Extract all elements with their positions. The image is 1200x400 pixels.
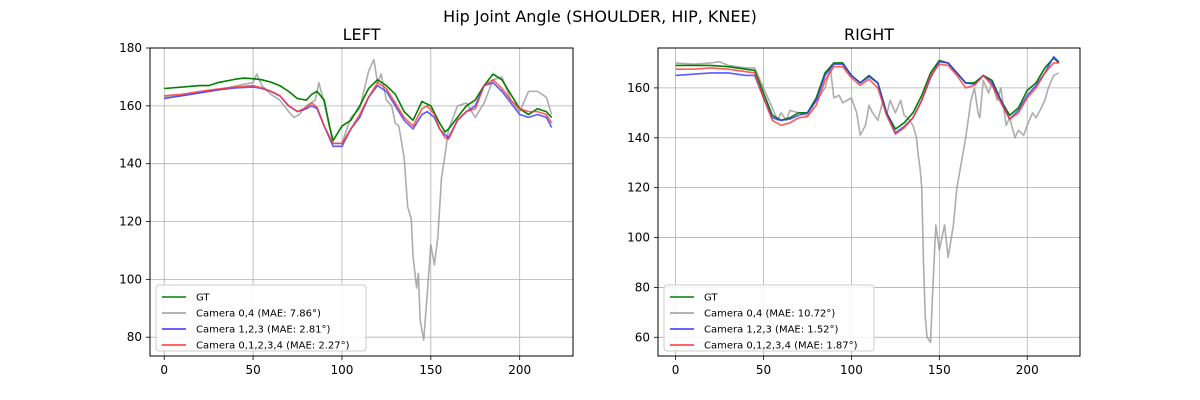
right-y-tick-label: 60 bbox=[635, 330, 650, 344]
right-y-tick-label: 160 bbox=[627, 81, 650, 95]
left-y-tick-label: 140 bbox=[119, 157, 142, 171]
right-series-line-1 bbox=[675, 60, 1060, 344]
right-legend-label-0: GT bbox=[704, 293, 718, 304]
right-x-tick-label: 50 bbox=[756, 363, 771, 377]
right-x-tick-label: 200 bbox=[1016, 363, 1039, 377]
left-x-tick-label: 200 bbox=[508, 363, 531, 377]
left-legend bbox=[155, 284, 367, 352]
left-legend-label-2: Camera 1,2,3 (MAE: 2.81°) bbox=[196, 325, 331, 336]
right-x-tick-label: 100 bbox=[840, 363, 863, 377]
right-legend bbox=[663, 284, 875, 352]
left-axes-frame bbox=[149, 47, 574, 357]
right-series-line-3 bbox=[675, 62, 1059, 135]
left-x-tick-label: 0 bbox=[160, 363, 168, 377]
right-legend-label-1: Camera 0,4 (MAE: 10.72°) bbox=[704, 309, 835, 320]
left-x-tick-label: 50 bbox=[245, 363, 260, 377]
right-x-tick-label: 0 bbox=[672, 363, 680, 377]
right-y-tick-label: 80 bbox=[635, 280, 650, 294]
right-y-tick-label: 100 bbox=[627, 231, 650, 245]
left-x-tick-label: 100 bbox=[330, 363, 353, 377]
left-series-line-0 bbox=[164, 73, 553, 142]
right-chart-title: RIGHT bbox=[844, 25, 894, 44]
left-y-tick-label: 100 bbox=[119, 272, 142, 286]
left-legend-label-1: Camera 0,4 (MAE: 7.86°) bbox=[196, 309, 321, 320]
right-x-tick-label: 150 bbox=[928, 363, 951, 377]
left-series-line-2 bbox=[164, 81, 553, 148]
left-series-line-3 bbox=[164, 79, 553, 145]
left-y-tick-label: 120 bbox=[119, 215, 142, 229]
left-chart: LEFT 0 50 100 150 200 80 100 120 140 160 180 GT Camer… bbox=[119, 25, 574, 377]
right-legend-label-2: Camera 1,2,3 (MAE: 1.52°) bbox=[704, 325, 839, 336]
left-y-tick-label: 180 bbox=[119, 41, 142, 55]
figure-suptitle: Hip Joint Angle (SHOULDER, HIP, KNEE) bbox=[443, 7, 757, 26]
right-axes-frame bbox=[657, 47, 1081, 357]
right-y-tick-label: 120 bbox=[627, 181, 650, 195]
right-legend-label-3: Camera 0,1,2,3,4 (MAE: 1.87°) bbox=[704, 341, 858, 352]
right-y-tick-label: 140 bbox=[627, 131, 650, 145]
left-y-tick-label: 80 bbox=[127, 330, 142, 344]
left-y-tick-label: 160 bbox=[119, 99, 142, 113]
left-legend-label-0: GT bbox=[196, 293, 210, 304]
left-x-tick-label: 150 bbox=[419, 363, 442, 377]
right-chart: RIGHT 0 50 100 150 200 60 80 100 120 140 160 GT Camer… bbox=[627, 25, 1081, 377]
left-chart-title: LEFT bbox=[343, 25, 381, 44]
left-legend-label-3: Camera 0,1,2,3,4 (MAE: 2.27°) bbox=[196, 341, 350, 352]
